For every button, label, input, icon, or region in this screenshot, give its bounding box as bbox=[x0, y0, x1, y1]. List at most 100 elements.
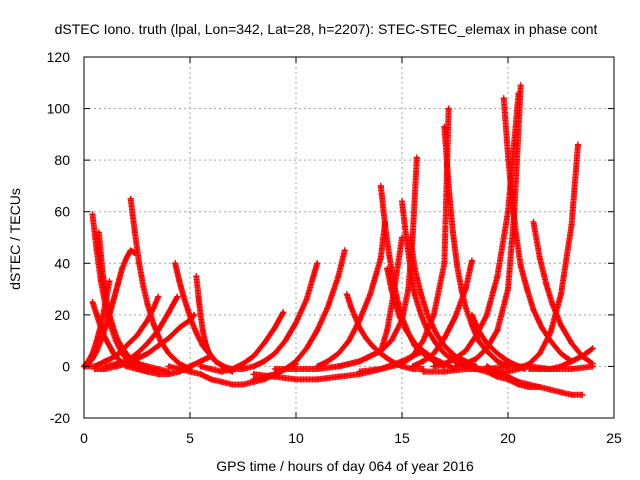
y-tick-label: 20 bbox=[54, 307, 70, 323]
chart-title: dSTEC Iono. truth (lpal, Lon=342, Lat=28… bbox=[55, 21, 598, 37]
data-point bbox=[293, 358, 299, 365]
data-series-11 bbox=[193, 273, 219, 365]
data-point bbox=[377, 255, 384, 262]
data-point bbox=[144, 301, 151, 308]
data-point bbox=[543, 280, 550, 287]
data-point bbox=[505, 151, 511, 158]
data-point bbox=[530, 219, 537, 226]
data-point bbox=[97, 252, 104, 259]
data-point bbox=[208, 353, 215, 360]
data-point bbox=[441, 260, 448, 267]
data-point bbox=[377, 366, 384, 373]
data-point bbox=[449, 229, 456, 236]
data-point bbox=[356, 324, 363, 331]
data-point bbox=[384, 327, 391, 334]
data-point bbox=[511, 208, 518, 215]
data-point bbox=[95, 229, 102, 236]
data-point bbox=[517, 262, 524, 269]
data-point bbox=[432, 329, 439, 336]
data-point bbox=[468, 257, 475, 264]
x-tick-label: 25 bbox=[606, 430, 622, 446]
data-point bbox=[112, 353, 119, 360]
data-point bbox=[420, 337, 427, 344]
data-point bbox=[208, 366, 215, 373]
data-point bbox=[494, 350, 501, 357]
data-point bbox=[172, 260, 179, 267]
data-point bbox=[155, 293, 162, 300]
y-tick-label: 100 bbox=[47, 101, 71, 117]
data-point bbox=[271, 324, 278, 331]
data-point bbox=[392, 301, 399, 308]
data-point bbox=[89, 298, 96, 305]
data-point bbox=[558, 322, 564, 329]
x-tick-label: 5 bbox=[186, 430, 194, 446]
data-series-9 bbox=[102, 293, 181, 370]
data-point bbox=[271, 373, 278, 380]
y-tick-label: 40 bbox=[54, 255, 70, 271]
data-point bbox=[536, 384, 543, 391]
data-point bbox=[462, 366, 469, 373]
data-point bbox=[102, 291, 109, 298]
data-point bbox=[574, 141, 581, 148]
data-point bbox=[530, 306, 537, 313]
data-point bbox=[475, 337, 482, 344]
data-point bbox=[547, 329, 554, 336]
data-point bbox=[229, 366, 236, 373]
data-point bbox=[102, 358, 109, 365]
data-point bbox=[197, 371, 204, 378]
data-point bbox=[475, 327, 482, 334]
data-point bbox=[420, 358, 427, 365]
data-point bbox=[144, 340, 151, 347]
data-point bbox=[106, 311, 113, 318]
data-point bbox=[271, 350, 278, 357]
data-point bbox=[558, 389, 564, 396]
data-point bbox=[218, 378, 225, 385]
data-point bbox=[112, 332, 119, 339]
data-point bbox=[203, 345, 210, 352]
data-point bbox=[293, 319, 299, 326]
data-point bbox=[430, 355, 437, 362]
data-point bbox=[413, 154, 420, 161]
data-point bbox=[494, 373, 501, 380]
data-point bbox=[505, 363, 511, 370]
plot-frame bbox=[83, 56, 615, 419]
data-point bbox=[399, 317, 405, 324]
data-point bbox=[193, 329, 200, 336]
data-point bbox=[505, 368, 511, 375]
data-point bbox=[536, 255, 543, 262]
data-points bbox=[81, 82, 596, 398]
data-point bbox=[367, 291, 374, 298]
data-point bbox=[195, 293, 202, 300]
data-point bbox=[119, 265, 126, 272]
data-point bbox=[250, 353, 257, 360]
data-series-15 bbox=[218, 260, 321, 373]
data-point bbox=[134, 332, 140, 339]
data-point bbox=[114, 280, 121, 287]
data-point bbox=[208, 376, 215, 383]
data-point bbox=[452, 314, 458, 321]
data-point bbox=[335, 273, 342, 280]
data-point bbox=[187, 363, 193, 370]
data-point bbox=[189, 319, 196, 326]
data-point bbox=[184, 306, 191, 313]
data-point bbox=[250, 376, 257, 383]
x-tick-label: 20 bbox=[500, 430, 516, 446]
data-series-32 bbox=[452, 82, 524, 370]
data-point bbox=[282, 337, 289, 344]
data-point bbox=[176, 360, 183, 367]
data-point bbox=[418, 291, 425, 298]
data-point bbox=[526, 363, 533, 370]
data-point bbox=[473, 332, 480, 339]
data-point bbox=[356, 358, 363, 365]
data-point bbox=[335, 363, 342, 370]
data-point bbox=[174, 293, 181, 300]
data-point bbox=[199, 327, 206, 334]
data-point bbox=[150, 304, 157, 311]
data-point bbox=[97, 322, 104, 329]
data-point bbox=[399, 198, 405, 205]
data-point bbox=[403, 327, 410, 334]
data-point bbox=[424, 311, 431, 318]
data-point bbox=[420, 368, 427, 375]
data-point bbox=[240, 366, 246, 373]
data-point bbox=[176, 278, 183, 285]
